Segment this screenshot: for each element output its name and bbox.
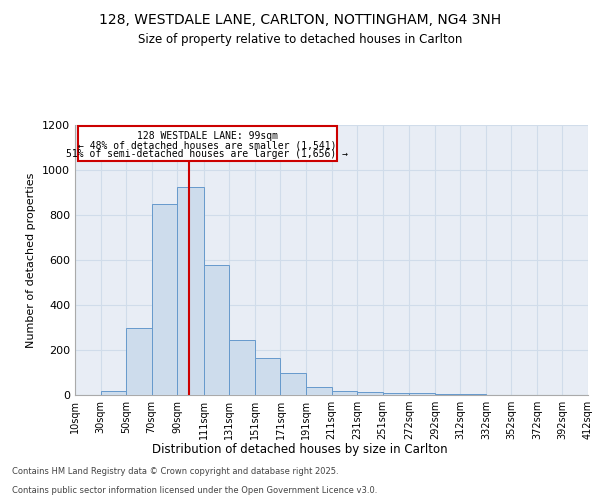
Text: 128, WESTDALE LANE, CARLTON, NOTTINGHAM, NG4 3NH: 128, WESTDALE LANE, CARLTON, NOTTINGHAM,…: [99, 12, 501, 26]
Bar: [383, 393, 409, 395]
Bar: [77, 126, 337, 161]
Bar: [409, 393, 435, 395]
Text: Size of property relative to detached houses in Carlton: Size of property relative to detached ho…: [138, 32, 462, 46]
Bar: [152, 204, 177, 395]
Y-axis label: Number of detached properties: Number of detached properties: [26, 172, 37, 348]
Bar: [255, 358, 280, 395]
Bar: [306, 387, 331, 395]
Bar: [204, 264, 229, 395]
Bar: [101, 390, 126, 395]
Bar: [177, 187, 204, 395]
Bar: [435, 394, 460, 395]
Bar: [126, 328, 152, 395]
Text: Contains HM Land Registry data © Crown copyright and database right 2025.: Contains HM Land Registry data © Crown c…: [12, 467, 338, 476]
Bar: [229, 340, 255, 395]
Text: 51% of semi-detached houses are larger (1,656) →: 51% of semi-detached houses are larger (…: [66, 149, 348, 159]
Bar: [331, 390, 357, 395]
Text: Distribution of detached houses by size in Carlton: Distribution of detached houses by size …: [152, 442, 448, 456]
Bar: [357, 392, 383, 395]
Text: Contains public sector information licensed under the Open Government Licence v3: Contains public sector information licen…: [12, 486, 377, 495]
Text: 128 WESTDALE LANE: 99sqm: 128 WESTDALE LANE: 99sqm: [137, 131, 278, 141]
Bar: [280, 372, 306, 395]
Text: ← 48% of detached houses are smaller (1,541): ← 48% of detached houses are smaller (1,…: [78, 140, 337, 150]
Bar: [460, 394, 486, 395]
